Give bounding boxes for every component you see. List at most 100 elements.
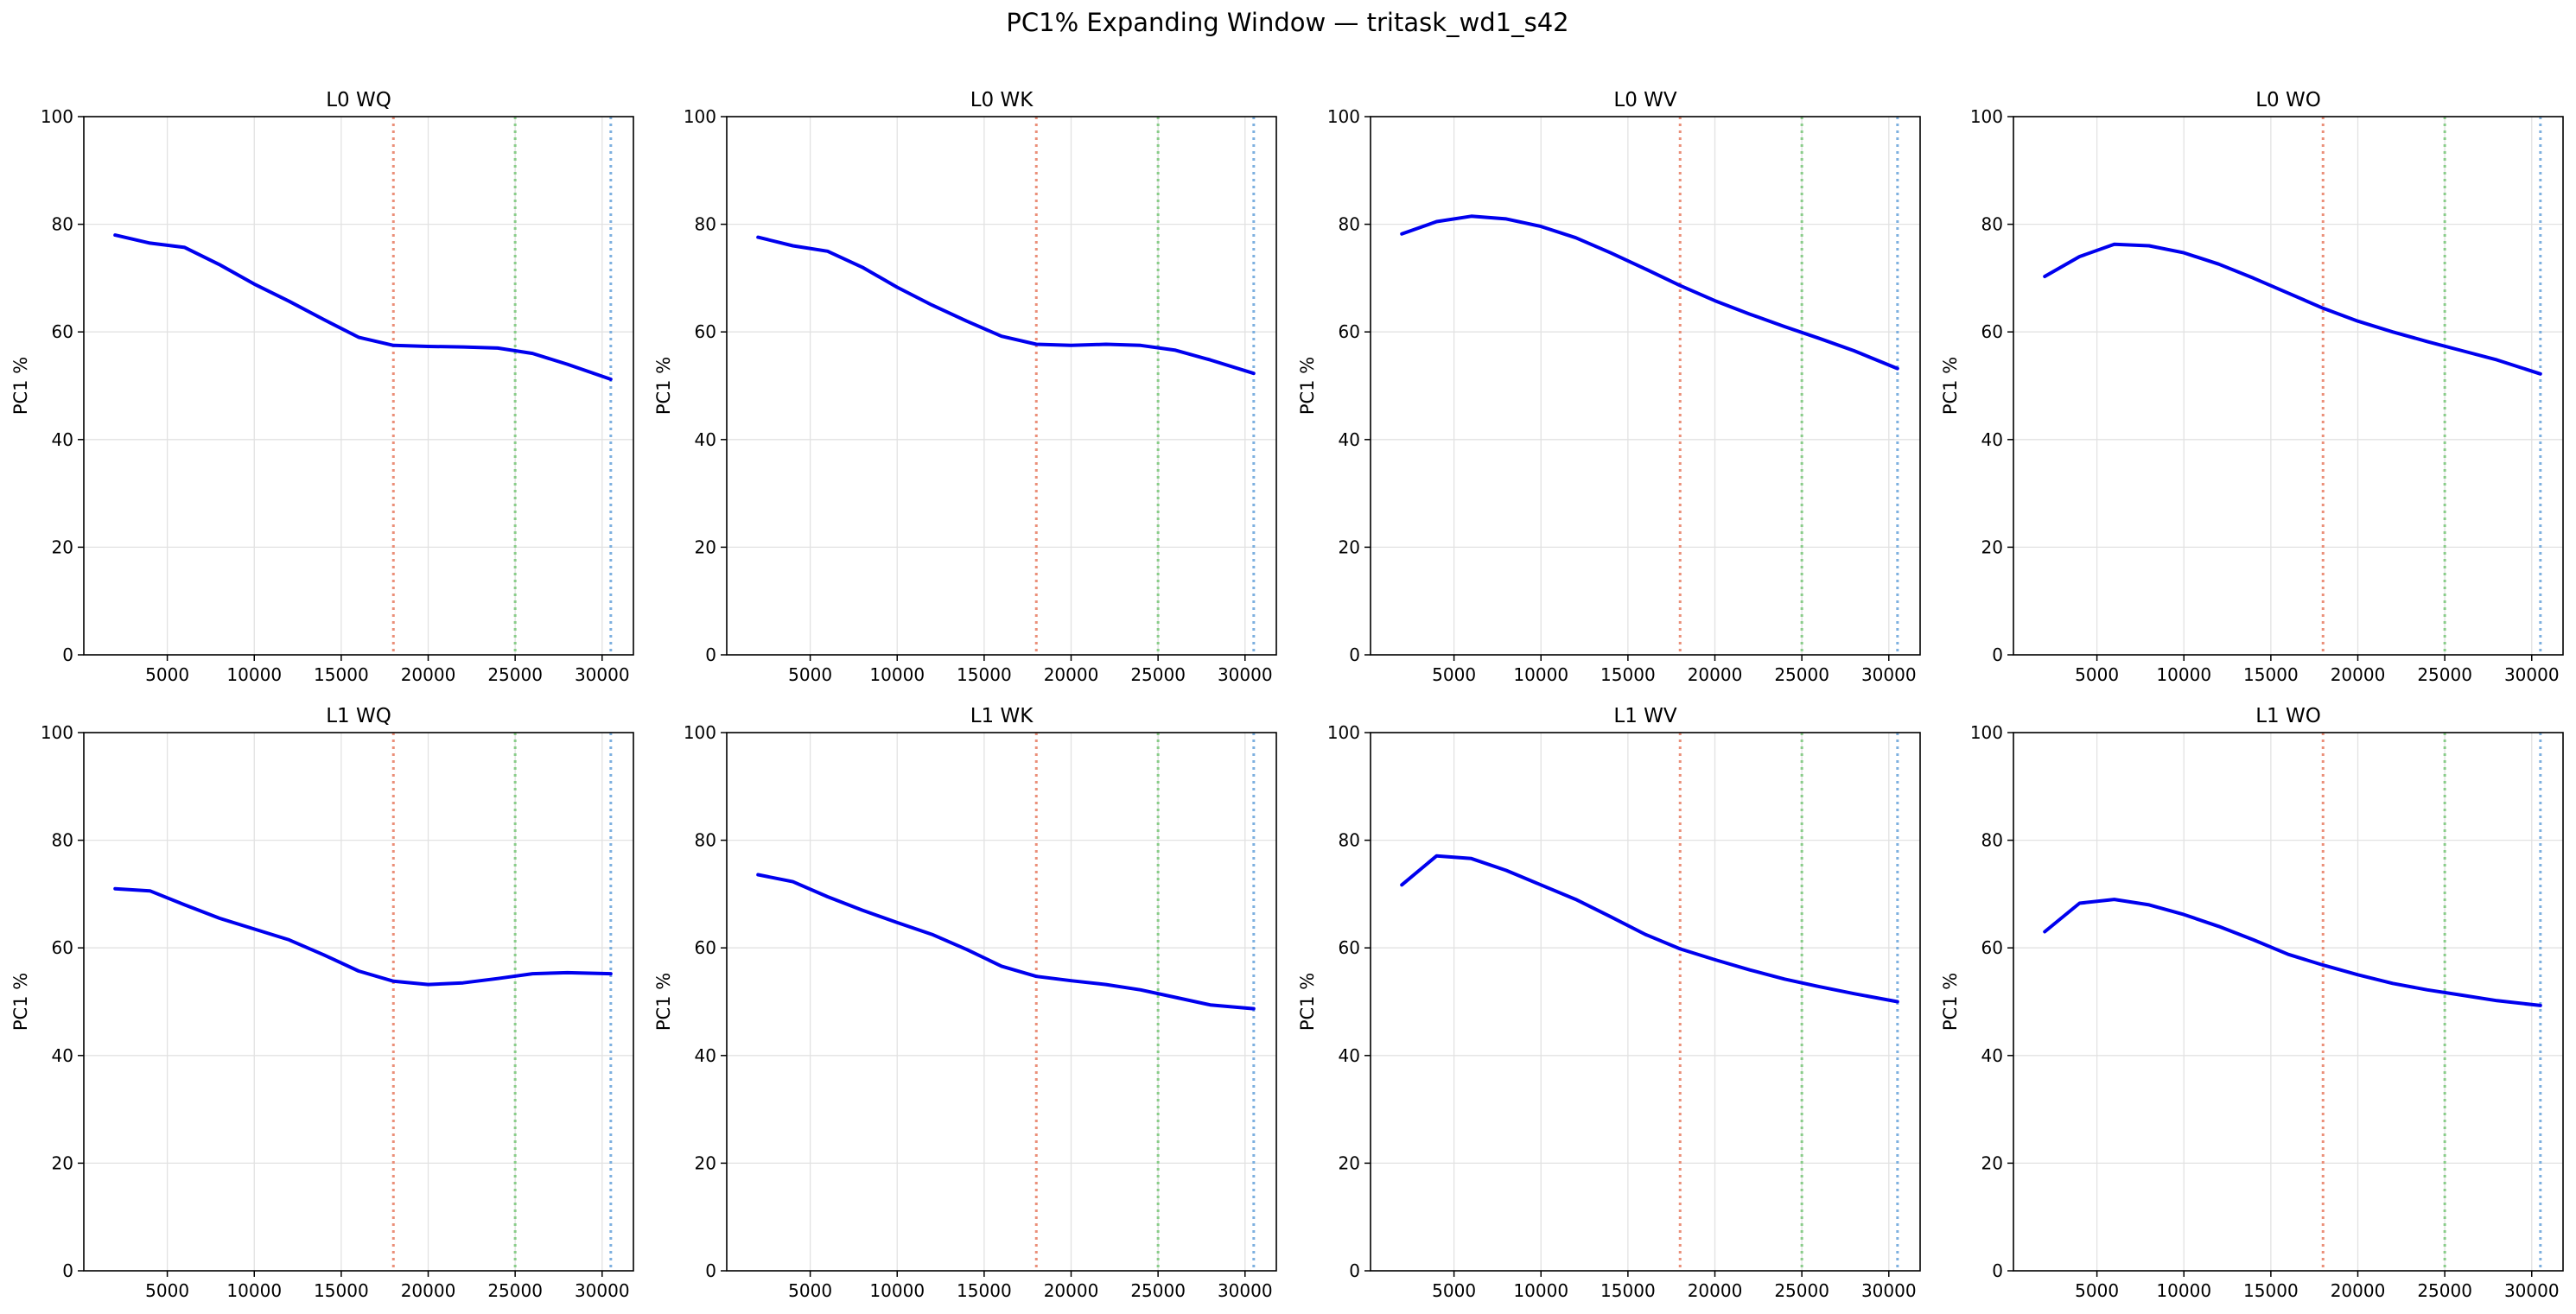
y-tick-label: 80 bbox=[1339, 830, 1360, 851]
x-tick-label: 30000 bbox=[1218, 664, 1273, 685]
y-tick-label: 60 bbox=[695, 321, 716, 342]
y-tick-label: 0 bbox=[1349, 1260, 1360, 1281]
x-tick-label: 30000 bbox=[2504, 664, 2560, 685]
axes-frame bbox=[1370, 732, 1921, 1272]
subplot-title: L0 WK bbox=[970, 89, 1034, 111]
y-tick-label: 60 bbox=[52, 937, 73, 958]
subplot-title: L0 WQ bbox=[326, 89, 391, 111]
subplot-l0-wo: 5000 10000 15000 20000 25000 30000 0 20 40 60 80 10… bbox=[1940, 89, 2564, 685]
y-tick-label: 100 bbox=[1327, 106, 1360, 127]
x-tick-label: 5000 bbox=[1432, 664, 1476, 685]
y-tick-label: 40 bbox=[695, 1045, 716, 1066]
x-tick-label: 10000 bbox=[869, 1280, 925, 1301]
x-tick-label: 25000 bbox=[1130, 664, 1186, 685]
axes-frame bbox=[2013, 732, 2564, 1272]
x-tick-label: 5000 bbox=[2075, 1280, 2119, 1301]
y-axis-label: PC1 % bbox=[653, 973, 674, 1031]
figure-title: PC1% Expanding Window — tritask_wd1_s42 bbox=[1006, 8, 1568, 37]
x-tick-label: 10000 bbox=[1513, 1280, 1568, 1301]
y-tick-label: 100 bbox=[1970, 106, 2003, 127]
y-tick-label: 20 bbox=[1339, 536, 1360, 557]
axes-frame bbox=[1370, 116, 1921, 656]
y-tick-label: 0 bbox=[62, 644, 73, 665]
y-tick-label: 100 bbox=[41, 106, 73, 127]
y-tick-label: 60 bbox=[1981, 321, 2003, 342]
y-tick-label: 0 bbox=[62, 1260, 73, 1281]
x-tick-label: 5000 bbox=[1432, 1280, 1476, 1301]
x-tick-label: 25000 bbox=[2417, 1280, 2472, 1301]
x-tick-label: 25000 bbox=[487, 664, 543, 685]
y-axis-label: PC1 % bbox=[1940, 973, 1961, 1031]
y-tick-label: 0 bbox=[1992, 644, 2003, 665]
y-axis-label: PC1 % bbox=[1297, 357, 1318, 415]
x-tick-label: 30000 bbox=[1218, 1280, 1273, 1301]
axes-frame bbox=[726, 116, 1277, 656]
y-axis-label: PC1 % bbox=[653, 357, 674, 415]
axes-frame bbox=[2013, 116, 2564, 656]
x-tick-label: 10000 bbox=[226, 664, 282, 685]
y-tick-label: 0 bbox=[705, 644, 716, 665]
subplot-title: L1 WO bbox=[2255, 705, 2321, 727]
series-line-l1-wv bbox=[1400, 854, 1899, 1004]
y-tick-label: 60 bbox=[1981, 937, 2003, 958]
series-line-l0-wo bbox=[2043, 242, 2542, 376]
y-tick-label: 20 bbox=[1981, 536, 2003, 557]
y-tick-label: 60 bbox=[52, 321, 73, 342]
x-tick-label: 15000 bbox=[957, 1280, 1012, 1301]
y-tick-label: 0 bbox=[705, 1260, 716, 1281]
y-tick-label: 80 bbox=[52, 830, 73, 851]
x-tick-label: 5000 bbox=[788, 664, 832, 685]
x-tick-label: 15000 bbox=[957, 664, 1012, 685]
x-tick-label: 20000 bbox=[1688, 664, 1743, 685]
x-tick-label: 30000 bbox=[2504, 1280, 2560, 1301]
y-tick-label: 20 bbox=[695, 536, 716, 557]
x-tick-label: 25000 bbox=[1774, 1280, 1829, 1301]
x-tick-label: 15000 bbox=[1600, 664, 1656, 685]
axes-frame bbox=[83, 116, 634, 656]
x-tick-label: 20000 bbox=[1044, 664, 1099, 685]
x-tick-label: 20000 bbox=[2331, 664, 2386, 685]
x-tick-label: 10000 bbox=[2156, 664, 2211, 685]
x-tick-label: 15000 bbox=[1600, 1280, 1656, 1301]
x-tick-label: 30000 bbox=[575, 1280, 630, 1301]
y-tick-label: 0 bbox=[1992, 1260, 2003, 1281]
x-tick-label: 15000 bbox=[2243, 1280, 2299, 1301]
x-tick-label: 30000 bbox=[575, 664, 630, 685]
y-tick-label: 20 bbox=[1981, 1152, 2003, 1173]
x-tick-label: 25000 bbox=[1774, 664, 1829, 685]
y-tick-label: 60 bbox=[1339, 937, 1360, 958]
y-tick-label: 40 bbox=[1339, 429, 1360, 450]
series-line-l1-wk bbox=[756, 873, 1256, 1011]
y-tick-label: 40 bbox=[1981, 429, 2003, 450]
series-line-l0-wv bbox=[1400, 214, 1899, 371]
y-axis-label: PC1 % bbox=[10, 357, 31, 415]
y-tick-label: 40 bbox=[52, 1045, 73, 1066]
x-tick-label: 15000 bbox=[2243, 664, 2299, 685]
y-tick-label: 100 bbox=[41, 722, 73, 743]
y-tick-label: 80 bbox=[1981, 214, 2003, 235]
y-tick-label: 40 bbox=[1981, 1045, 2003, 1066]
subplot-title: L0 WV bbox=[1613, 89, 1677, 111]
x-tick-label: 20000 bbox=[401, 664, 456, 685]
x-tick-label: 25000 bbox=[1130, 1280, 1186, 1301]
y-axis-label: PC1 % bbox=[1940, 357, 1961, 415]
y-axis-label: PC1 % bbox=[10, 973, 31, 1031]
series-line-l0-wk bbox=[756, 235, 1256, 376]
subplot-title: L0 WO bbox=[2255, 89, 2321, 111]
x-tick-label: 20000 bbox=[2331, 1280, 2386, 1301]
subplot-title: L1 WV bbox=[1613, 705, 1677, 727]
x-tick-label: 5000 bbox=[145, 664, 189, 685]
series-line-l0-wq bbox=[113, 233, 613, 381]
y-tick-label: 100 bbox=[684, 106, 716, 127]
x-tick-label: 15000 bbox=[314, 1280, 369, 1301]
y-tick-label: 100 bbox=[1327, 722, 1360, 743]
y-tick-label: 40 bbox=[1339, 1045, 1360, 1066]
subplot-grid: 5000 10000 15000 20000 25000 3000002040608010… bbox=[10, 89, 2564, 1301]
x-tick-label: 5000 bbox=[2075, 664, 2119, 685]
y-tick-label: 60 bbox=[1339, 321, 1360, 342]
x-tick-label: 20000 bbox=[401, 1280, 456, 1301]
y-tick-label: 60 bbox=[695, 937, 716, 958]
x-tick-label: 25000 bbox=[487, 1280, 543, 1301]
subplot-l1-wq: 5000 10000 15000 20000 25000 30000 0 20 40 60 80 10… bbox=[10, 705, 634, 1301]
